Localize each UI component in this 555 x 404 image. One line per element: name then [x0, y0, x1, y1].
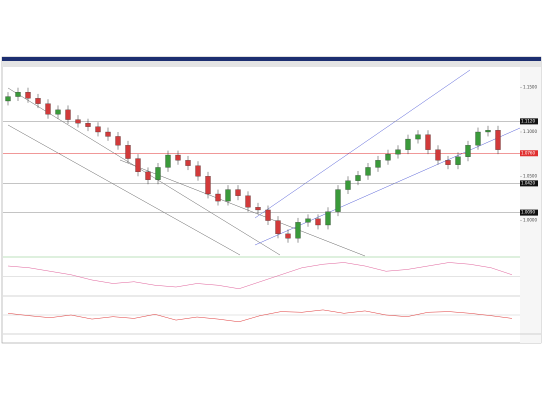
candle-body — [155, 167, 161, 180]
indicator-line — [7, 262, 513, 290]
candle-body — [325, 211, 331, 226]
candle-body — [245, 195, 251, 208]
trend-channel — [7, 124, 241, 256]
candle-body — [295, 222, 301, 239]
candle-body — [215, 193, 221, 202]
indicator-line — [7, 309, 513, 323]
candle-body — [105, 131, 111, 137]
y-tick-label: 1.1000 — [523, 129, 537, 134]
candle-body — [165, 154, 171, 168]
candle-body — [445, 160, 451, 165]
candle-body — [195, 165, 201, 177]
candle-body — [115, 136, 121, 146]
candle-body — [345, 180, 351, 190]
candle-body — [35, 98, 41, 104]
level-label: 1.0420 — [521, 180, 535, 185]
price-axis — [520, 67, 541, 343]
candle-body — [395, 149, 401, 155]
window — [1, 56, 542, 344]
candle-body — [235, 189, 241, 196]
candle-body — [145, 171, 151, 180]
candle-body — [265, 209, 271, 221]
candle-body — [205, 176, 211, 195]
candle-body — [425, 134, 431, 150]
level-tag — [520, 209, 538, 216]
candle-body — [355, 175, 361, 181]
y-tick-label: 1.0000 — [523, 218, 537, 223]
candle-body — [45, 103, 51, 115]
candle-body — [305, 218, 311, 223]
trend-channel — [7, 87, 281, 256]
candle-body — [225, 189, 231, 202]
candle-body — [185, 160, 191, 166]
candle-body — [175, 154, 181, 161]
candle-body — [125, 145, 131, 159]
level-label: 1.0090 — [521, 210, 535, 215]
level-label: 1.0760 — [521, 150, 535, 155]
candle-body — [475, 131, 481, 146]
candle-body — [85, 122, 91, 127]
candle-body — [485, 130, 491, 133]
level-label: 1.1120 — [521, 118, 535, 123]
candle-body — [95, 126, 101, 133]
candle-body — [315, 218, 321, 226]
toolbar[interactable] — [2, 61, 541, 67]
candle-body — [55, 109, 61, 115]
candle-body — [5, 96, 11, 102]
level-tag — [520, 150, 538, 157]
candle-body — [25, 91, 31, 99]
candle-body — [405, 138, 411, 150]
candle-body — [365, 167, 371, 176]
trend-channel — [119, 159, 366, 257]
candle-body — [435, 149, 441, 161]
candle-body — [15, 91, 21, 97]
candle-body — [75, 119, 81, 124]
candle-body — [415, 134, 421, 140]
candle-body — [135, 158, 141, 173]
candle-body — [275, 220, 281, 235]
candle-body — [335, 189, 341, 212]
title-bar — [2, 57, 541, 61]
candle-body — [495, 130, 501, 150]
candle-body — [255, 207, 261, 211]
y-tick-label: 1.0500 — [523, 173, 537, 178]
trend-line — [254, 69, 471, 219]
level-tag — [520, 118, 538, 125]
level-tag — [520, 180, 538, 187]
candle-body — [455, 156, 461, 165]
candle-body — [465, 145, 471, 157]
candle-body — [285, 233, 291, 239]
candle-body — [65, 109, 71, 120]
candle-body — [375, 160, 381, 168]
candle-body — [385, 153, 391, 161]
y-tick-label: 1.1500 — [523, 85, 537, 90]
